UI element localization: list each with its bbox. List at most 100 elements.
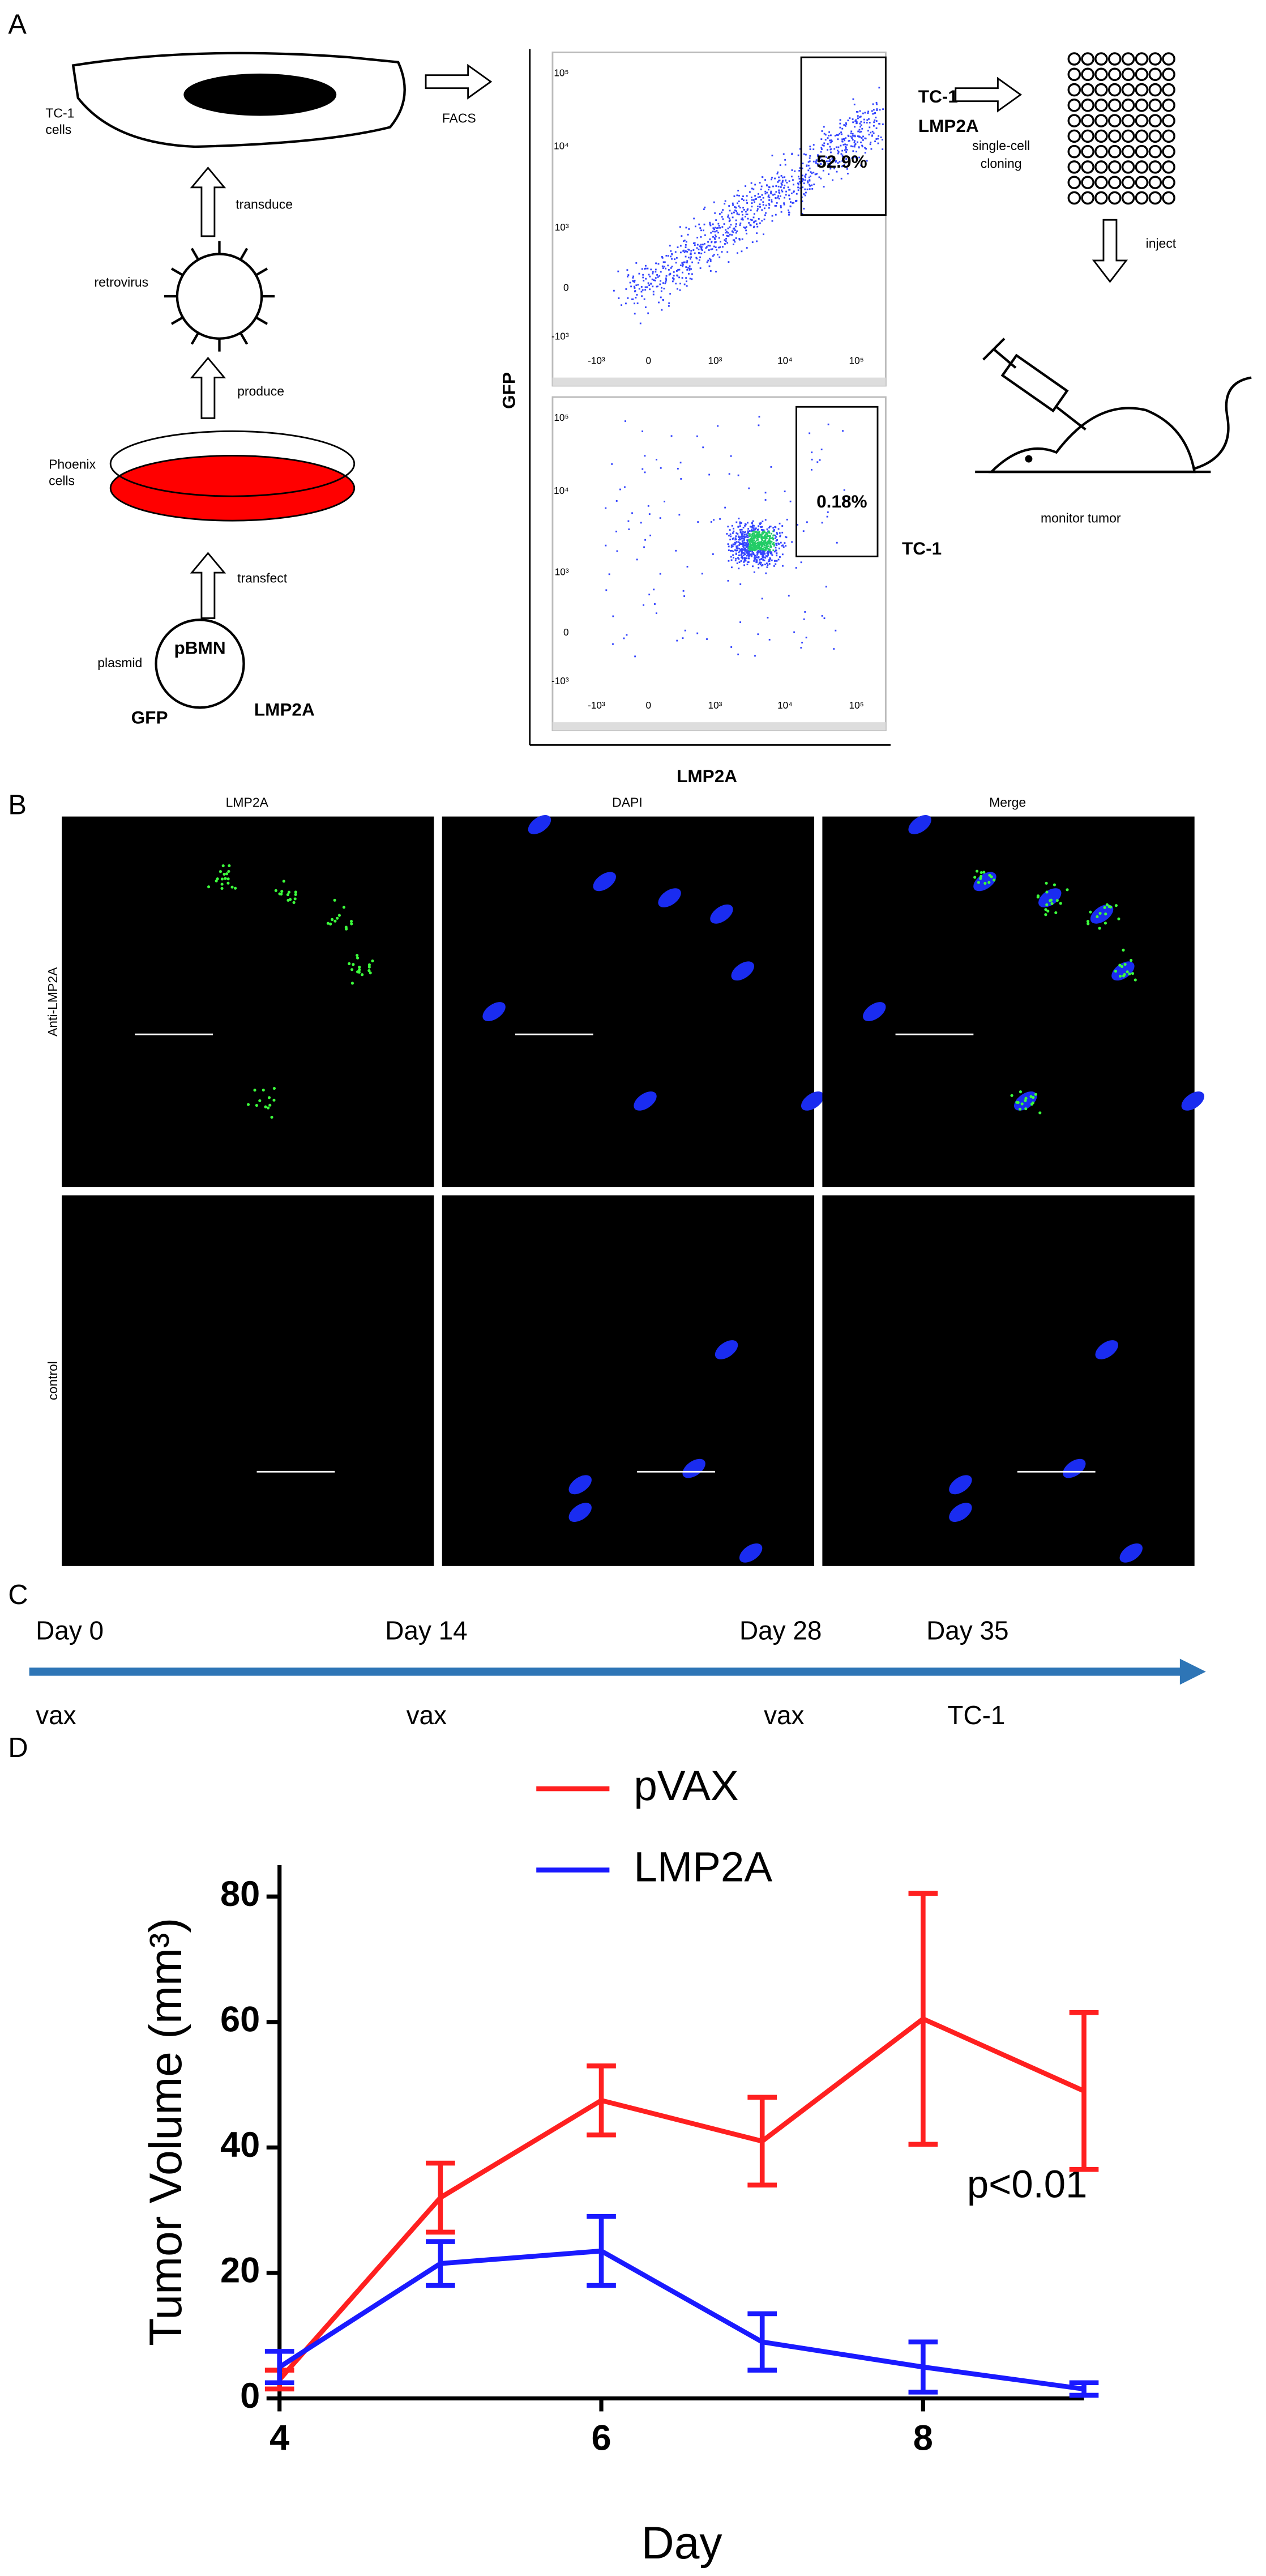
event-dot xyxy=(809,167,811,169)
event-dot xyxy=(827,143,829,145)
event-dot xyxy=(779,195,781,197)
event-dot xyxy=(797,524,799,526)
event-dot xyxy=(822,160,823,163)
event-dot xyxy=(749,191,751,193)
well xyxy=(1081,129,1094,143)
event-dot xyxy=(754,546,756,548)
event-dot xyxy=(765,543,768,545)
facs-tick-label: 10⁴ xyxy=(777,700,793,711)
well xyxy=(1067,52,1081,66)
event-dot xyxy=(746,543,748,545)
event-dot xyxy=(741,532,743,534)
event-dot xyxy=(623,486,626,488)
event-dot xyxy=(764,179,766,181)
event-dot xyxy=(735,232,737,234)
event-dot xyxy=(728,549,730,552)
facs-tick-label: 10³ xyxy=(555,221,569,233)
event-dot xyxy=(747,217,749,220)
event-dot xyxy=(739,238,741,241)
event-dot xyxy=(700,236,702,238)
event-dot xyxy=(760,199,762,201)
event-dot xyxy=(767,554,769,556)
event-dot xyxy=(759,522,761,524)
event-dot xyxy=(779,180,781,182)
facs-tick-label: -10³ xyxy=(551,330,569,342)
event-dot xyxy=(801,180,803,182)
event-dot xyxy=(777,528,780,530)
well xyxy=(1108,52,1122,66)
event-dot xyxy=(797,154,799,156)
event-dot xyxy=(650,283,652,285)
event-dot xyxy=(726,251,729,253)
event-dot xyxy=(752,548,754,550)
nucleus xyxy=(183,73,337,116)
event-dot xyxy=(721,226,724,228)
event-dot xyxy=(752,199,755,201)
event-dot xyxy=(728,261,730,263)
event-dot xyxy=(852,98,854,100)
event-dot xyxy=(875,120,878,122)
event-dot xyxy=(808,176,810,178)
event-dot xyxy=(770,193,772,195)
event-dot xyxy=(685,266,687,268)
event-dot xyxy=(649,534,652,536)
event-dot xyxy=(654,279,656,282)
event-dot xyxy=(791,541,793,543)
event-dot xyxy=(761,544,763,546)
event-dot xyxy=(751,522,753,524)
signal xyxy=(350,982,354,985)
event-dot xyxy=(771,220,773,222)
event-dot xyxy=(867,112,869,114)
event-dot xyxy=(856,122,858,124)
signal xyxy=(1104,912,1107,916)
event-dot xyxy=(615,530,617,532)
event-dot xyxy=(766,562,768,565)
event-dot xyxy=(712,227,715,229)
row-header: control xyxy=(45,1361,60,1400)
event-dot xyxy=(766,541,768,543)
event-dot xyxy=(658,275,661,277)
event-dot xyxy=(822,169,824,172)
event-dot xyxy=(662,261,665,263)
event-dot xyxy=(679,226,681,228)
event-dot xyxy=(840,153,842,155)
event-dot xyxy=(739,538,741,540)
well xyxy=(1121,114,1135,127)
event-dot xyxy=(737,547,739,549)
spike xyxy=(190,332,200,345)
event-dot xyxy=(810,171,812,173)
event-dot xyxy=(755,223,758,225)
event-dot xyxy=(730,535,732,538)
error-bar xyxy=(426,2239,455,2288)
event-dot xyxy=(652,293,655,296)
event-dot xyxy=(769,545,772,547)
event-dot xyxy=(741,540,743,542)
event-dot xyxy=(767,553,769,555)
event-dot xyxy=(652,272,654,275)
signal xyxy=(1089,910,1092,914)
event-dot xyxy=(836,170,838,173)
event-dot xyxy=(866,119,869,121)
event-dot xyxy=(827,423,829,425)
event-dot xyxy=(845,158,848,160)
event-dot xyxy=(703,242,705,245)
event-dot xyxy=(667,255,669,257)
event-dot xyxy=(783,203,785,206)
event-dot xyxy=(864,152,866,154)
event-dot xyxy=(739,536,741,538)
event-dot xyxy=(749,555,751,557)
event-dot xyxy=(633,285,635,288)
event-dot xyxy=(709,259,712,261)
event-dot xyxy=(713,245,715,248)
event-dot xyxy=(854,156,856,158)
event-dot xyxy=(753,220,755,223)
signal xyxy=(369,971,372,975)
event-dot xyxy=(732,545,734,547)
event-dot xyxy=(751,526,754,528)
event-dot xyxy=(708,249,710,251)
event-dot xyxy=(660,271,662,273)
event-dot xyxy=(763,556,765,558)
event-dot xyxy=(859,110,861,112)
event-dot xyxy=(750,549,752,551)
event-dot xyxy=(741,555,743,557)
